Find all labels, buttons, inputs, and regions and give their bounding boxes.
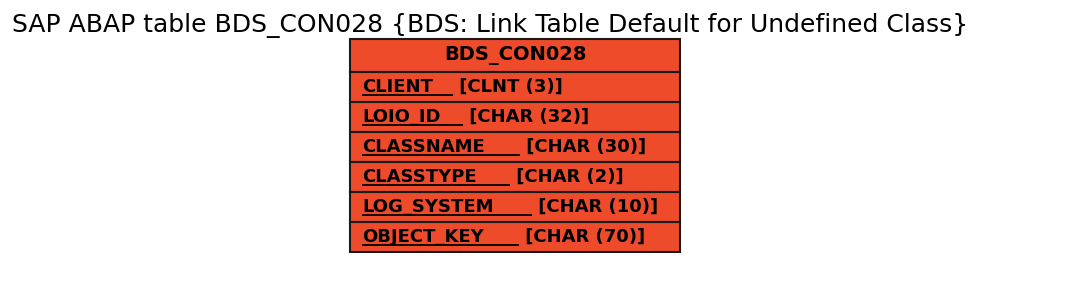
Text: [CLNT (3)]: [CLNT (3)]: [453, 78, 563, 96]
Bar: [350, 102, 680, 132]
Text: CLIENT: CLIENT: [362, 78, 432, 96]
Text: OBJECT_KEY: OBJECT_KEY: [362, 228, 484, 246]
Text: SAP ABAP table BDS_CON028 {BDS: Link Table Default for Undefined Class}: SAP ABAP table BDS_CON028 {BDS: Link Tab…: [12, 13, 968, 38]
Text: LOIO_ID: LOIO_ID: [362, 108, 440, 126]
Text: [CHAR (70)]: [CHAR (70)]: [519, 228, 645, 246]
Text: LOG_SYSTEM: LOG_SYSTEM: [362, 198, 493, 216]
Text: [CHAR (2)]: [CHAR (2)]: [510, 168, 624, 186]
Text: CLASSNAME: CLASSNAME: [362, 138, 485, 156]
Bar: [350, 132, 680, 162]
Text: [CHAR (30)]: [CHAR (30)]: [521, 138, 647, 156]
Bar: [350, 192, 680, 222]
Text: BDS_CON028: BDS_CON028: [443, 46, 586, 65]
Bar: [350, 222, 680, 252]
Text: [CHAR (32)]: [CHAR (32)]: [463, 108, 589, 126]
Bar: [350, 72, 680, 102]
Text: CLASSTYPE: CLASSTYPE: [362, 168, 477, 186]
Text: [CHAR (10)]: [CHAR (10)]: [531, 198, 658, 216]
Bar: [350, 162, 680, 192]
Bar: [350, 39, 680, 72]
